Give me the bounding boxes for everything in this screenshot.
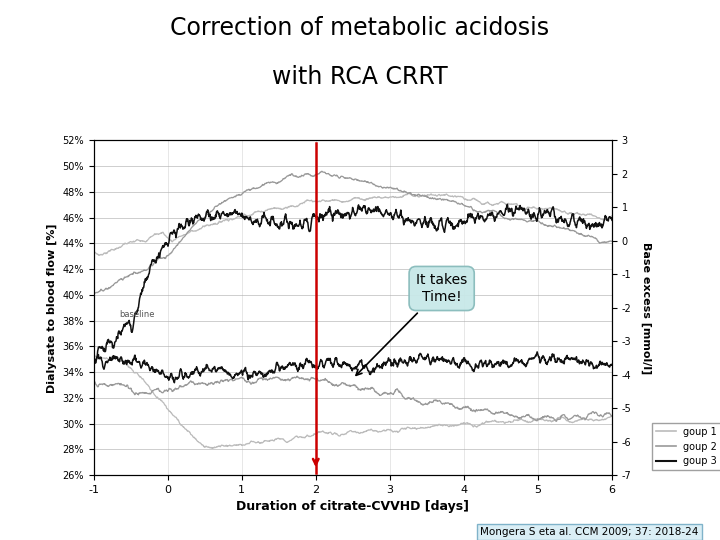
Y-axis label: Base excess [mmol/l]: Base excess [mmol/l] [641,242,651,374]
Text: It takes
Time!: It takes Time! [356,273,467,375]
Text: Mongera S eta al. CCM 2009; 37: 2018-24: Mongera S eta al. CCM 2009; 37: 2018-24 [480,527,698,537]
Text: with RCA CRRT: with RCA CRRT [272,65,448,89]
Legend: goup 1, goup 2, goup 3: goup 1, goup 2, goup 3 [652,423,720,470]
X-axis label: Duration of citrate-CVVHD [days]: Duration of citrate-CVVHD [days] [236,501,469,514]
Text: Correction of metabolic acidosis: Correction of metabolic acidosis [171,16,549,40]
Y-axis label: Dialysate to blood flow [%]: Dialysate to blood flow [%] [46,223,57,393]
Text: baseline: baseline [120,310,155,319]
